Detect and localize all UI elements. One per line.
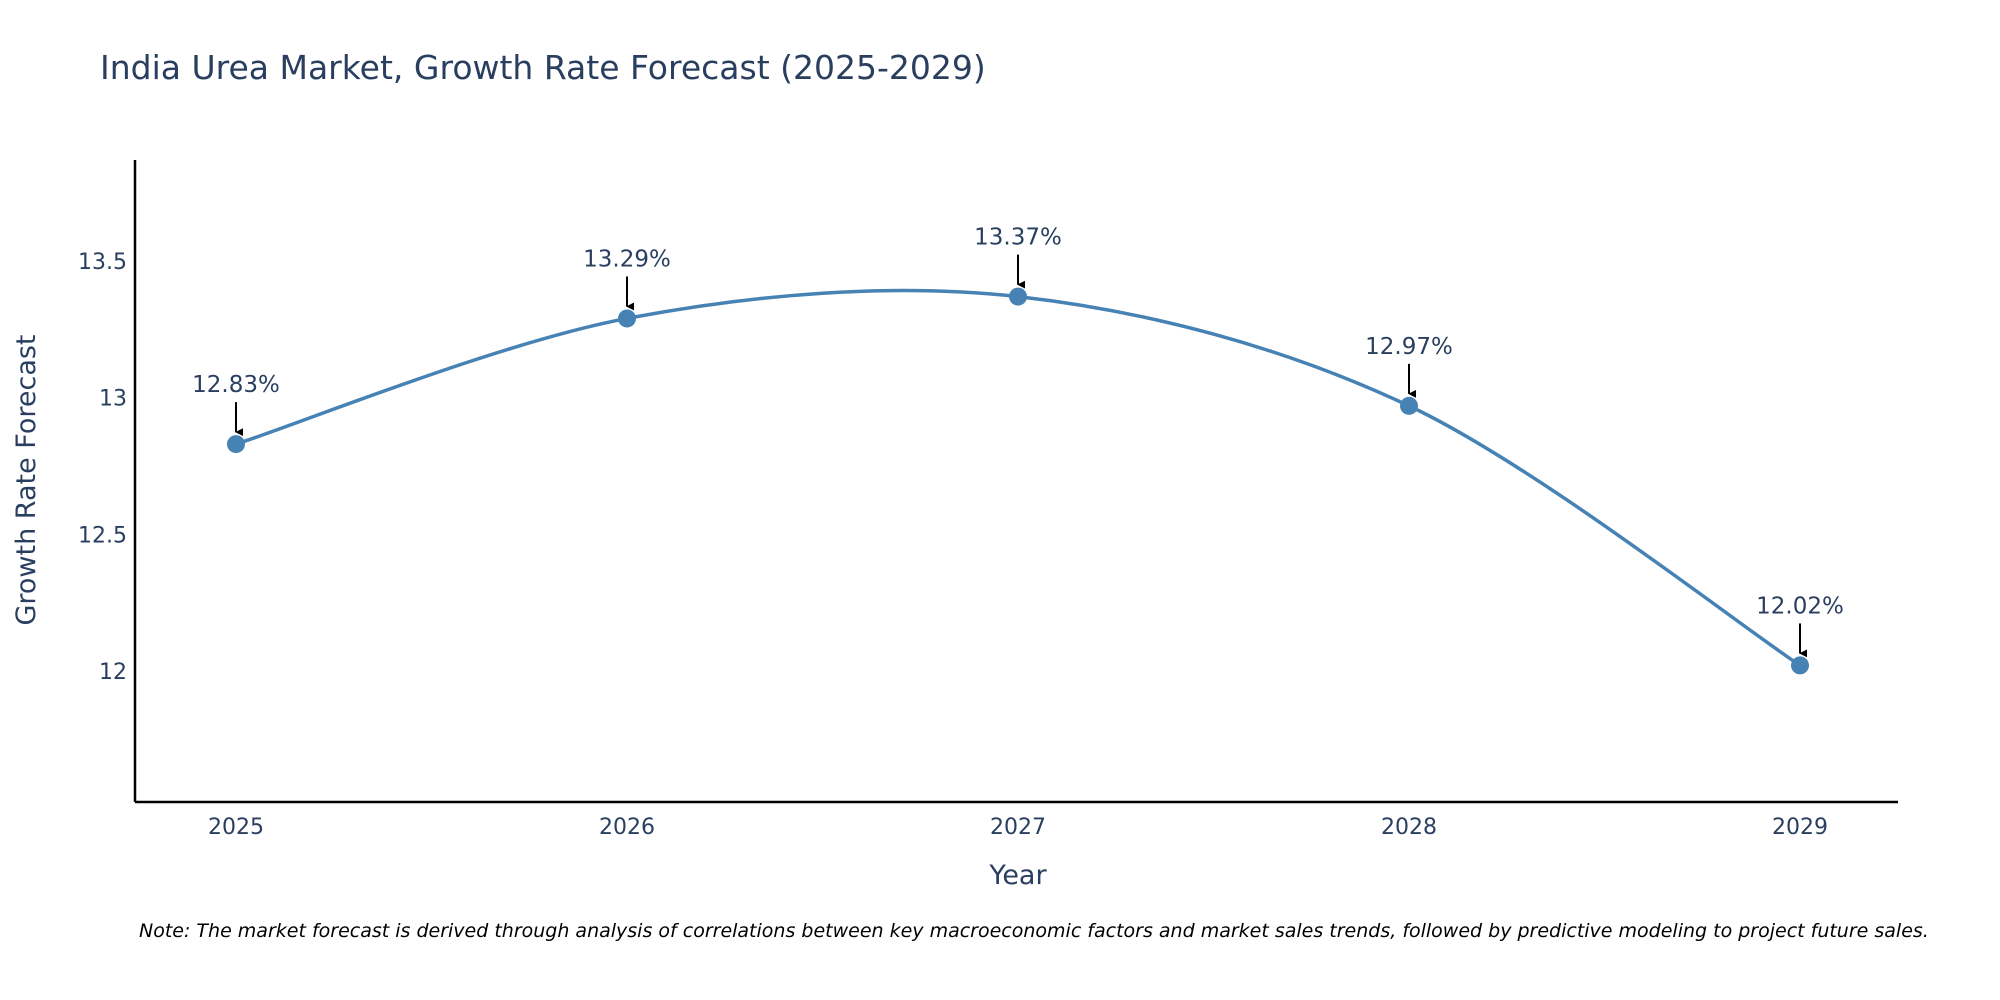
y-tick-label: 12 xyxy=(99,660,127,685)
series-line xyxy=(235,288,1801,667)
data-point-2028 xyxy=(1400,396,1418,415)
y-axis-title: Growth Rate Forecast xyxy=(11,334,42,625)
x-tick-label: 2025 xyxy=(208,815,264,840)
data-point-2027 xyxy=(1009,287,1027,306)
data-label-2029: 12.02% xyxy=(1756,593,1844,619)
y-tick-label: 13.5 xyxy=(78,250,127,275)
chart-title: India Urea Market, Growth Rate Forecast … xyxy=(100,48,986,87)
axes: 12 12.5 13 13.5 2025 2026 2027 2028 2029 xyxy=(78,160,1898,840)
x-tick-label: 2029 xyxy=(1772,815,1828,840)
data-labels: 12.83% 13.29% 13.37% 12.97% 12.02% xyxy=(192,225,1844,658)
x-tick-label: 2027 xyxy=(990,815,1046,840)
data-label-2027: 13.37% xyxy=(974,225,1062,251)
y-tick-label: 12.5 xyxy=(78,523,127,548)
chart-note: Note: The market forecast is derived thr… xyxy=(139,920,1929,942)
x-tick-label: 2028 xyxy=(1381,815,1437,840)
x-axis-title: Year xyxy=(988,860,1047,891)
data-label-2025: 12.83% xyxy=(192,372,280,398)
data-point-2026 xyxy=(618,309,636,328)
data-point-2029 xyxy=(1791,656,1809,675)
data-label-2026: 13.29% xyxy=(583,246,671,272)
data-point-2025 xyxy=(227,435,245,454)
series-growth-rate xyxy=(227,287,1809,675)
y-tick-label: 13 xyxy=(99,387,127,412)
data-label-2028: 12.97% xyxy=(1365,334,1453,360)
x-tick-label: 2026 xyxy=(599,815,655,840)
